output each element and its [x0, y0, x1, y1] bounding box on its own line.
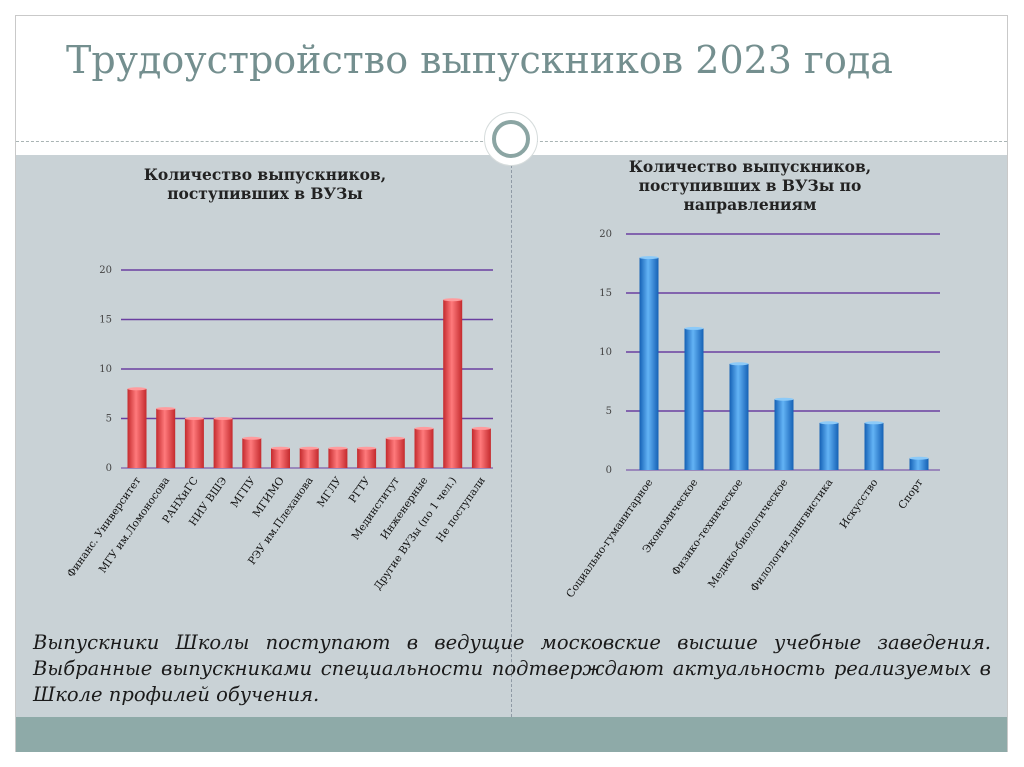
chart2-bar — [819, 422, 839, 470]
chart1-bar — [127, 388, 147, 468]
chart1-bar-cap — [443, 298, 463, 302]
decorative-ring-icon — [492, 120, 530, 158]
chart1-bar — [242, 438, 262, 468]
chart2-tick-label: 20 — [599, 229, 612, 240]
chart1-bar-cap — [127, 387, 147, 391]
chart1-bar — [443, 299, 463, 468]
chart2: 05101520Социально-гуманитарноеЭкономичес… — [564, 229, 940, 600]
chart2-bar — [909, 458, 929, 470]
chart2-bar-cap — [639, 256, 659, 260]
chart1-bar — [271, 448, 290, 468]
chart1-bar — [385, 438, 405, 468]
chart1-tick-label: 5 — [106, 414, 112, 425]
chart2-tick-label: 5 — [606, 406, 612, 417]
bottom-bar — [16, 717, 1007, 752]
chart2-bar — [684, 328, 704, 470]
chart2-bar-cap — [909, 456, 929, 460]
chart1-bar — [328, 448, 348, 468]
chart1-category-label: РГТУ — [347, 475, 373, 506]
chart2-category-label: Медико-биологическое — [706, 477, 790, 590]
chart1-bar — [299, 448, 319, 468]
chart1-bar-cap — [213, 417, 233, 420]
chart2-title: Количество выпускников, поступивших в ВУ… — [628, 157, 872, 214]
chart1-bar — [213, 418, 233, 468]
chart2-bar-cap — [774, 397, 794, 401]
chart2-category-label: Искусство — [838, 477, 881, 531]
chart2-tick-label: 0 — [606, 465, 612, 476]
chart2-category-label: Филология,лингвистика — [748, 477, 835, 594]
chart2-category-label: Социально-гуманитарное — [564, 477, 655, 600]
center-divider — [511, 155, 512, 717]
chart1-title: Количество выпускников, поступивших в ВУ… — [143, 165, 387, 203]
chart1-bar-cap — [271, 446, 290, 450]
chart1-bar — [357, 448, 377, 468]
chart1-tick-label: 15 — [99, 315, 112, 326]
chart1-bar-cap — [357, 446, 377, 450]
chart2-bar — [729, 363, 749, 470]
chart1-bar-cap — [242, 436, 262, 440]
chart2-bar-cap — [864, 421, 884, 425]
chart1-bar-cap — [385, 436, 405, 440]
chart1-bar-cap — [184, 417, 204, 420]
chart2-tick-label: 10 — [599, 347, 612, 358]
chart1-tick-label: 20 — [99, 265, 112, 276]
chart1-bar-cap — [156, 407, 176, 411]
chart1-bar-cap — [299, 446, 319, 450]
chart1-category-label: МГЛУ — [315, 475, 345, 510]
chart2-tick-label: 15 — [599, 288, 612, 299]
chart1-tick-label: 10 — [99, 364, 112, 375]
chart1-bar — [471, 428, 491, 468]
chart1-bar-cap — [328, 446, 348, 450]
chart1-bar — [414, 428, 434, 468]
chart1-bar-cap — [414, 426, 434, 430]
chart2-bar — [864, 422, 884, 470]
chart2-bar-cap — [729, 362, 749, 366]
chart1-category-label: МГПУ — [229, 475, 259, 510]
chart2-bar-cap — [684, 326, 704, 330]
chart1-tick-label: 0 — [106, 463, 112, 474]
footer-text: Выпускники Школы поступают в ведущие мос… — [33, 631, 991, 706]
chart1-bar — [184, 418, 204, 468]
chart2-category-label: Спорт — [896, 477, 925, 512]
chart2-bar-cap — [819, 421, 839, 425]
chart1-bar — [156, 408, 176, 468]
chart1-bar-cap — [471, 426, 491, 430]
chart2-bar — [774, 399, 794, 470]
chart2-bar — [639, 257, 659, 470]
slide-title: Трудоустройство выпускников 2023 года — [66, 38, 893, 82]
